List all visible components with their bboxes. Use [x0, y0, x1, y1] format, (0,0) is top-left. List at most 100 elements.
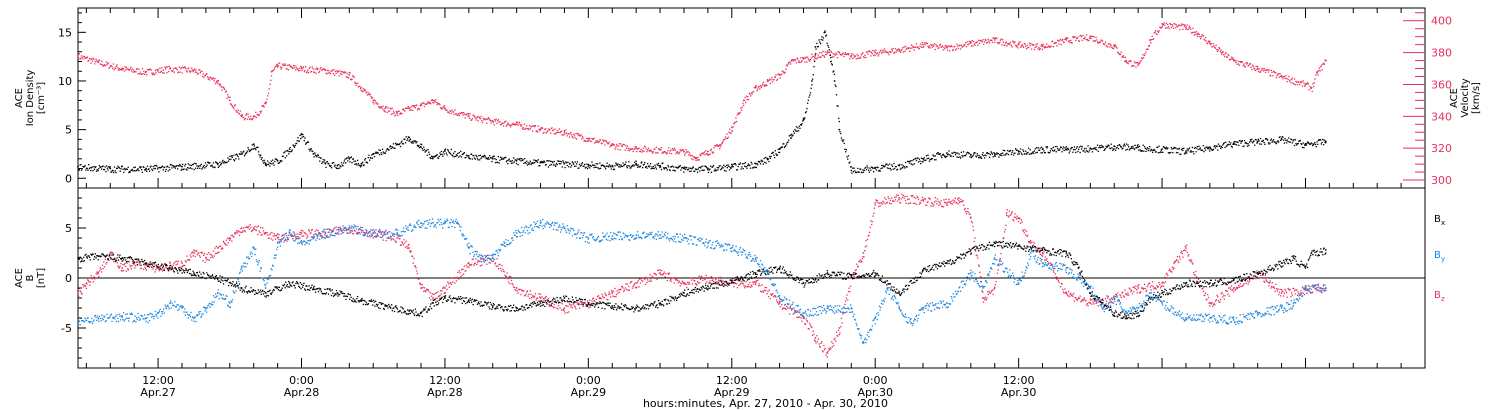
density-sample: [990, 151, 992, 153]
density-sample: [428, 153, 431, 155]
density-sample: [597, 163, 599, 165]
velocity-sample: [151, 74, 154, 76]
density-sample: [1115, 149, 1117, 151]
velocity-sample: [502, 125, 505, 127]
density-sample: [939, 153, 941, 155]
density-sample: [600, 165, 602, 167]
velocity-sample: [295, 69, 297, 71]
velocity-sample: [511, 124, 513, 126]
velocity-sample: [219, 83, 222, 85]
bz-sample: [426, 289, 428, 291]
bz-sample: [986, 297, 988, 299]
velocity-sample: [1219, 47, 1221, 50]
density-sample: [870, 169, 872, 171]
density-sample: [521, 159, 523, 161]
velocity-sample: [578, 133, 580, 135]
bz-sample: [568, 311, 570, 313]
bz-sample: [241, 231, 243, 234]
density-sample: [331, 167, 333, 169]
velocity-sample: [1211, 46, 1213, 48]
density-sample: [719, 165, 721, 167]
bz-sample: [130, 268, 132, 270]
bz-sample: [815, 342, 817, 344]
velocity-sample: [133, 71, 136, 73]
velocity-sample: [697, 156, 699, 159]
density-sample: [440, 150, 442, 153]
density-sample: [78, 169, 80, 171]
velocity-sample: [243, 116, 245, 119]
density-sample: [615, 162, 617, 164]
density-sample: [542, 162, 544, 164]
bz-sample: [144, 266, 146, 268]
bz-sample: [128, 261, 130, 263]
bz-sample: [998, 260, 1001, 262]
velocity-sample: [1249, 63, 1251, 65]
bz-sample: [492, 260, 494, 262]
velocity-sample: [330, 70, 332, 72]
bz-sample: [646, 281, 648, 284]
velocity-sample: [293, 67, 295, 69]
density-sample: [507, 163, 509, 165]
velocity-sample: [96, 60, 99, 63]
velocity-sample: [143, 70, 145, 72]
density-sample: [434, 155, 436, 158]
velocity-sample: [849, 58, 851, 60]
bz-sample: [1000, 252, 1002, 255]
velocity-sample: [1209, 40, 1211, 42]
density-sample: [424, 151, 426, 153]
velocity-sample: [630, 148, 632, 150]
density-point: [587, 163, 590, 166]
bz-sample: [656, 278, 658, 281]
bz-sample: [990, 291, 992, 293]
velocity-sample: [99, 59, 101, 62]
velocity-sample: [534, 126, 536, 128]
bz-sample: [192, 255, 194, 257]
bz-sample: [195, 251, 197, 253]
bz-sample: [915, 203, 918, 206]
density-sample: [1259, 137, 1262, 140]
bz-sample: [1020, 219, 1022, 221]
velocity-sample: [147, 69, 149, 71]
bz-sample: [757, 279, 759, 281]
bz-sample: [903, 197, 905, 200]
velocity-sample: [522, 126, 524, 129]
velocity-sample: [946, 45, 948, 47]
velocity-sample: [348, 71, 350, 74]
density-sample: [1133, 148, 1136, 151]
density-sample: [397, 143, 400, 146]
density-sample: [165, 168, 167, 171]
bz-sample: [714, 281, 716, 283]
density-sample: [1041, 146, 1043, 148]
velocity-sample: [1254, 69, 1257, 72]
density-sample: [350, 156, 352, 159]
velocity-sample: [727, 136, 729, 138]
bz-sample: [460, 268, 463, 271]
density-sample: [85, 167, 88, 169]
velocity-sample: [87, 60, 89, 62]
bz-sample: [262, 230, 265, 232]
velocity-sample: [1181, 24, 1183, 26]
density-sample: [985, 154, 987, 157]
density-sample: [1256, 142, 1258, 144]
density-sample: [732, 166, 734, 168]
bz-sample: [414, 265, 416, 267]
density-sample: [316, 156, 318, 158]
density-point: [778, 148, 781, 151]
density-sample: [712, 166, 714, 168]
density-sample: [498, 162, 500, 164]
density-sample: [95, 170, 98, 172]
velocity-point: [444, 107, 446, 110]
density-sample: [1320, 143, 1322, 145]
density-sample: [650, 168, 652, 170]
velocity-sample: [700, 153, 703, 155]
velocity-sample: [890, 51, 892, 53]
velocity-sample: [544, 128, 547, 130]
bz-sample: [552, 305, 554, 308]
density-sample: [208, 162, 210, 165]
density-sample: [230, 158, 232, 160]
density-sample: [1235, 144, 1238, 146]
density-sample: [414, 140, 416, 143]
density-sample: [1273, 141, 1275, 143]
density-sample: [384, 152, 387, 154]
velocity-sample: [1051, 40, 1053, 43]
